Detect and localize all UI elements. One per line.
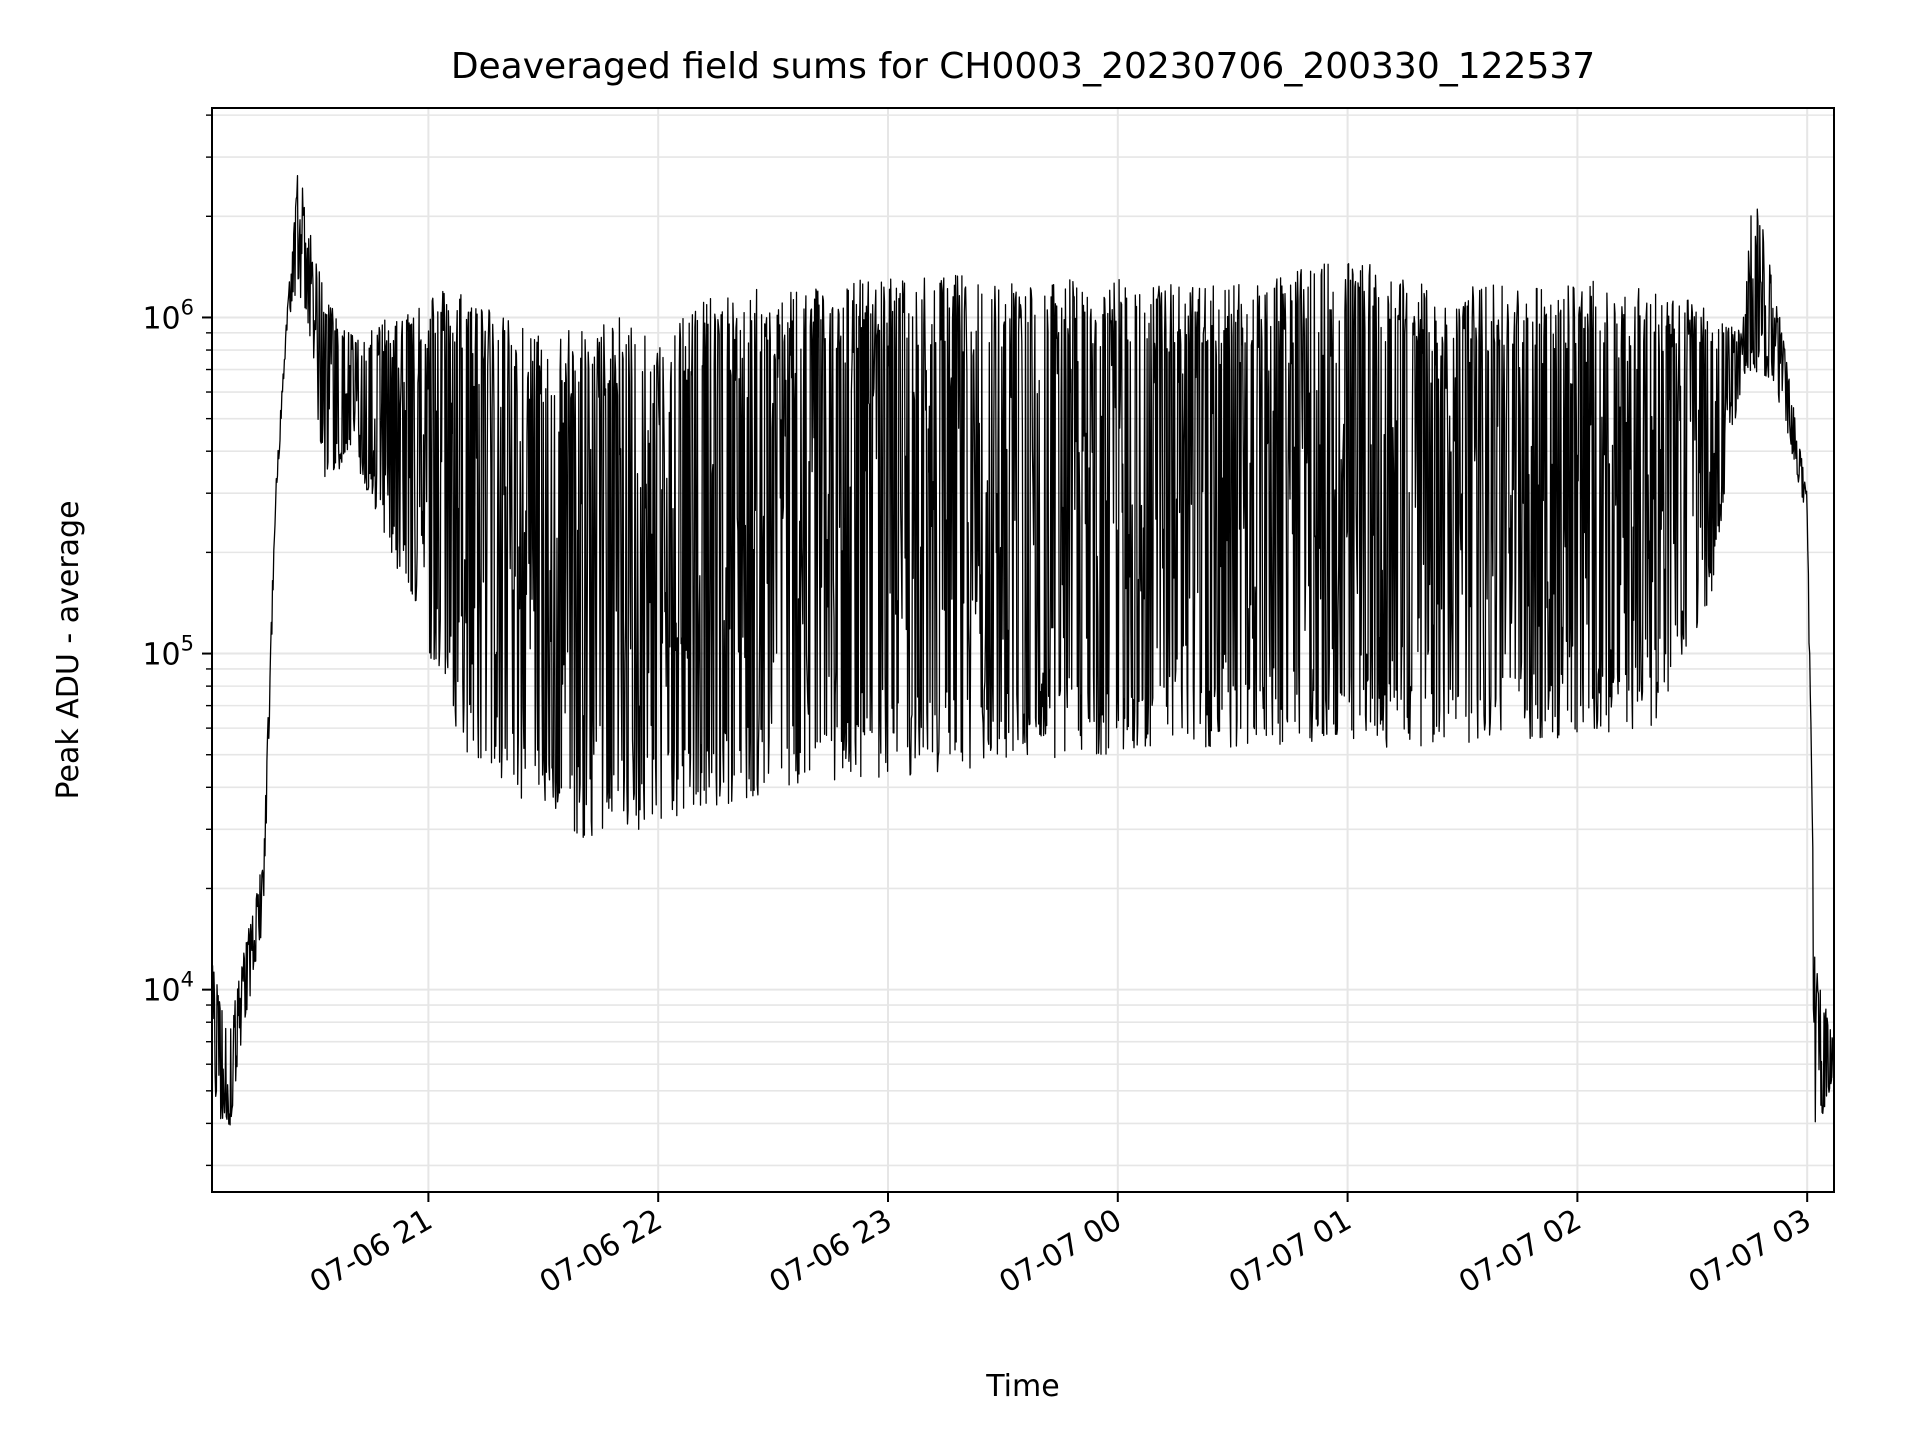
ticks <box>202 114 1809 1202</box>
y-tick-label: 104 <box>142 968 194 1009</box>
y-tick-exponent: 6 <box>181 295 194 319</box>
chart-title: Deaveraged field sums for CH0003_2023070… <box>451 46 1595 87</box>
data-line <box>211 174 1835 1126</box>
y-tick-exponent: 5 <box>181 632 194 656</box>
y-tick-exponent: 4 <box>181 968 194 992</box>
plot-frame <box>211 107 1835 1193</box>
data-line-group <box>211 174 1835 1126</box>
y-tick-base: 10 <box>142 974 180 1009</box>
y-tick-base: 10 <box>142 301 180 336</box>
x-axis-label: Time <box>985 1369 1059 1404</box>
y-tick-label: 106 <box>142 295 194 336</box>
y-axis-label: Peak ADU - average <box>51 500 86 799</box>
y-tick-base: 10 <box>142 638 180 673</box>
y-tick-label: 105 <box>142 632 194 673</box>
